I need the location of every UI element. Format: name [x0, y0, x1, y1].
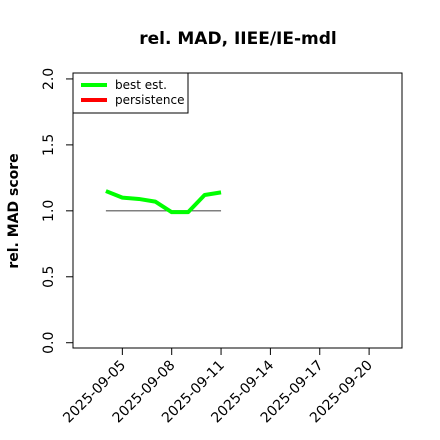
y-tick-label: 1.5: [41, 134, 57, 156]
y-axis-label: rel. MAD score: [6, 153, 22, 268]
chart-title: rel. MAD, IIEE/IE-mdl: [139, 29, 336, 49]
y-tick-label: 0.5: [41, 266, 57, 288]
y-tick-label: 1.0: [41, 200, 57, 222]
data-line: [105, 189, 222, 215]
legend-label: persistence: [115, 93, 184, 107]
legend-label: best est.: [115, 78, 167, 92]
legend-box: [72, 72, 189, 114]
y-tick-label: 2.0: [41, 68, 57, 90]
y-tick-label: 0.0: [41, 332, 57, 354]
